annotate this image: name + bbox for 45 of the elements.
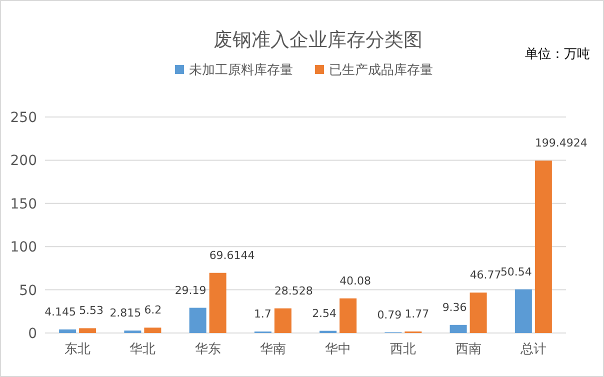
- x-tick-label: 华东: [194, 342, 221, 357]
- y-tick-label: 250: [10, 110, 37, 126]
- y-tick-label: 150: [10, 196, 37, 212]
- data-label: 50.54: [500, 265, 532, 278]
- data-label: 199.4924: [534, 136, 588, 150]
- x-tick-label: 总计: [519, 342, 546, 357]
- bar: [340, 298, 357, 333]
- bar: [450, 324, 467, 333]
- data-label: 46.77: [470, 268, 502, 282]
- bar: [144, 328, 162, 333]
- y-tick-label: 50: [19, 282, 37, 299]
- data-label: 40.08: [340, 274, 372, 288]
- data-label: 1.7: [254, 308, 272, 321]
- bar: [189, 308, 206, 333]
- x-tick-label: 西南: [455, 342, 482, 357]
- data-label: 9.36: [442, 300, 467, 314]
- legend-label: 已生产成品库存量: [329, 63, 433, 78]
- bar: [209, 272, 226, 333]
- bar: [274, 308, 292, 333]
- bar: [534, 160, 552, 333]
- y-tick-label: 0: [28, 326, 37, 342]
- x-tick-label: 华南: [260, 342, 286, 357]
- data-label: 28.528: [274, 284, 313, 298]
- data-label: 4.145: [44, 305, 76, 318]
- data-label: 29.19: [174, 284, 206, 297]
- data-label: 5.53: [79, 304, 104, 318]
- bar: [79, 328, 96, 333]
- data-label: 0.79: [377, 308, 402, 322]
- x-tick-label: 华中: [325, 342, 352, 357]
- text: 单位：万吨: [525, 47, 590, 62]
- bar: [59, 329, 76, 333]
- data-label: 69.6144: [209, 248, 255, 262]
- x-tick-label: 东北: [64, 342, 91, 357]
- x-tick-label: 华北: [130, 342, 156, 357]
- chart-title: 废钢准入企业库存分类图: [214, 29, 422, 51]
- x-tick-label: 西北: [390, 342, 416, 357]
- bar: [514, 289, 532, 333]
- y-tick-label: 200: [10, 153, 37, 170]
- data-label: 1.77: [404, 307, 430, 320]
- legend-label: 未加工原料库存量: [189, 63, 293, 78]
- data-label: 2.815: [110, 306, 142, 320]
- bar: [470, 292, 487, 333]
- y-tick-label: 100: [10, 240, 37, 256]
- data-label: 6.2: [144, 304, 162, 317]
- data-label: 2.54: [312, 306, 337, 320]
